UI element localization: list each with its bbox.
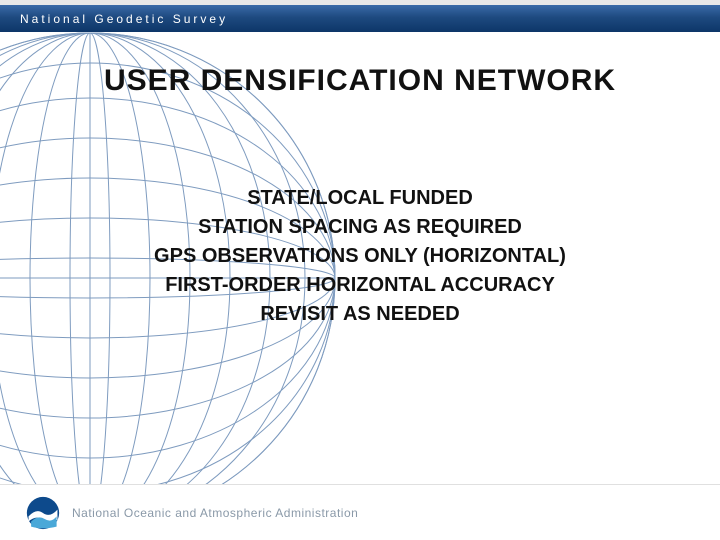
bullet-item: FIRST-ORDER HORIZONTAL ACCURACY (0, 271, 720, 300)
slide-title: USER DENSIFICATION NETWORK (0, 64, 720, 98)
bullet-item: REVISIT AS NEEDED (0, 300, 720, 329)
header-org-name: National Geodetic Survey (20, 12, 228, 26)
noaa-logo-icon (26, 496, 60, 530)
bullet-item: STATE/LOCAL FUNDED (0, 184, 720, 213)
footer-org-name: National Oceanic and Atmospheric Adminis… (72, 506, 358, 520)
bullet-item: STATION SPACING AS REQUIRED (0, 213, 720, 242)
bullet-block: STATE/LOCAL FUNDED STATION SPACING AS RE… (0, 184, 720, 329)
bullet-item: GPS OBSERVATIONS ONLY (HORIZONTAL) (0, 242, 720, 271)
footer-bar: National Oceanic and Atmospheric Adminis… (0, 484, 720, 540)
